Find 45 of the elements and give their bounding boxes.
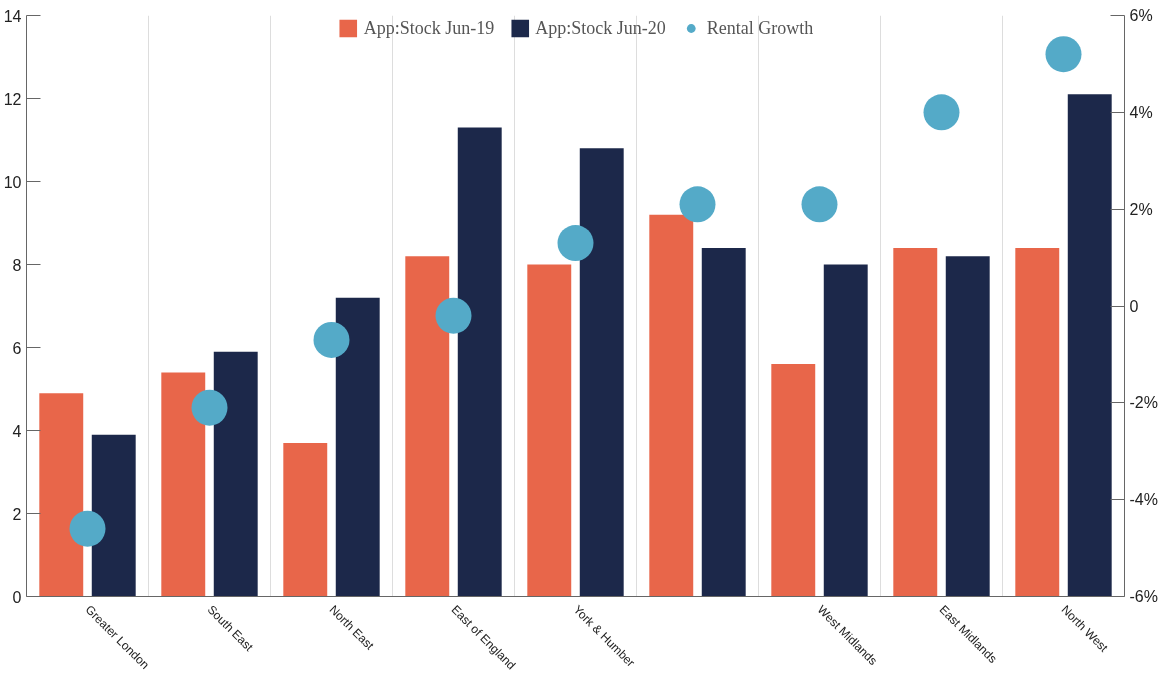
bar <box>91 434 136 597</box>
point <box>313 321 350 358</box>
bar <box>701 247 746 597</box>
point <box>801 186 838 223</box>
bar <box>579 148 624 597</box>
y2-tick-label: 6% <box>1129 7 1153 24</box>
y2-tick-label: -4% <box>1129 491 1158 509</box>
y-tick-label: 4 <box>12 422 22 440</box>
y-tick-label: 10 <box>3 173 22 191</box>
point <box>191 389 228 426</box>
bar <box>823 264 868 597</box>
point <box>557 225 594 262</box>
y-tick-label: 0 <box>12 588 22 606</box>
y-tick-label: 12 <box>3 90 22 108</box>
y2-tick-label: 0 <box>1129 297 1139 315</box>
bar <box>771 364 816 597</box>
bar <box>945 256 990 597</box>
bar <box>649 214 694 597</box>
bar <box>457 127 502 597</box>
y-tick-label: 14 <box>3 7 22 25</box>
point <box>1045 36 1082 73</box>
legend-label: App:Stock Jun-19 <box>363 17 495 39</box>
y2-tick-label: 4% <box>1129 103 1153 121</box>
y2-tick-label: -6% <box>1129 588 1158 605</box>
y2-tick-label: 2% <box>1129 200 1153 218</box>
legend-label: Rental Growth <box>706 17 814 39</box>
bar <box>213 351 258 597</box>
point <box>679 186 716 223</box>
y2-tick-label: -2% <box>1129 394 1158 412</box>
bar <box>1067 94 1112 597</box>
bar <box>283 442 328 597</box>
legend-label: App:Stock Jun-20 <box>535 17 666 39</box>
y-tick-label: 6 <box>12 339 22 357</box>
bar <box>893 247 938 597</box>
point <box>69 510 106 547</box>
bar <box>527 264 572 597</box>
bar <box>335 297 380 597</box>
point <box>435 297 472 334</box>
bar <box>405 256 450 597</box>
y-tick-label: 8 <box>12 256 22 274</box>
point <box>923 94 960 131</box>
y-tick-label: 2 <box>12 505 22 523</box>
bar <box>39 393 84 597</box>
bar <box>161 372 206 597</box>
bar <box>1015 247 1060 597</box>
